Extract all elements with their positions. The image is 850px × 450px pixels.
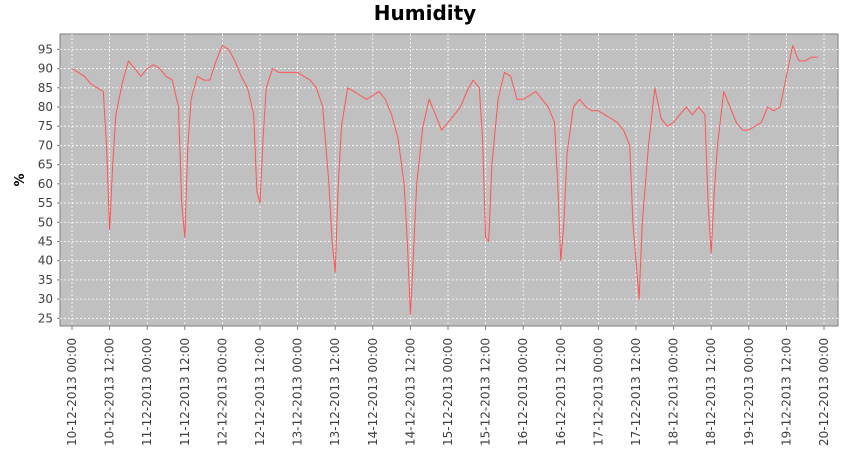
y-tick-label: 85 [38,81,53,95]
x-tick-label: 14-12-2013 12:00 [403,338,417,446]
y-tick-label: 30 [38,292,53,306]
y-axis-label: % [13,173,28,186]
y-tick-label: 95 [38,42,53,56]
x-tick-label: 13-12-2013 12:00 [328,338,342,446]
series-layer [71,45,818,315]
y-tick-label: 50 [38,215,53,229]
y-tick-label: 75 [38,119,53,133]
y-tick-label: 70 [38,138,53,152]
x-tick-label: 18-12-2013 00:00 [667,338,681,446]
axis-layer: 25 30 35 40 45 50 55 60 65 70 75 80 85 90 95 10-12-2013… [38,42,831,446]
y-tick-label: 25 [38,311,53,325]
x-tick-label: 11-12-2013 00:00 [140,338,154,446]
x-tick-label: 15-12-2013 00:00 [441,338,455,446]
x-tick-label: 14-12-2013 00:00 [366,338,380,446]
humidity-series-line [71,45,818,315]
plot-area [59,33,839,327]
x-tick-label: 19-12-2013 00:00 [742,338,756,446]
x-tick-label: 19-12-2013 12:00 [779,338,793,446]
x-tick-label: 16-12-2013 00:00 [516,338,530,446]
y-tick-label: 35 [38,273,53,287]
chart-title: Humidity [374,1,476,25]
x-tick-label: 12-12-2013 12:00 [253,338,267,446]
y-tick-label: 80 [38,100,53,114]
x-tick-label: 17-12-2013 00:00 [591,338,605,446]
y-tick-label: 45 [38,234,53,248]
y-tick-label: 40 [38,254,53,268]
y-tick-label: 55 [38,196,53,210]
x-tick-label: 11-12-2013 12:00 [178,338,192,446]
x-tick-label: 15-12-2013 12:00 [479,338,493,446]
x-tick-label: 20-12-2013 00:00 [817,338,831,446]
x-tick-label: 13-12-2013 00:00 [291,338,305,446]
x-tick-label: 12-12-2013 00:00 [215,338,229,446]
x-tick-label: 17-12-2013 12:00 [629,338,643,446]
x-tick-label: 18-12-2013 12:00 [704,338,718,446]
y-tick-label: 90 [38,62,53,76]
y-tick-label: 65 [38,158,53,172]
y-tick-label: 60 [38,177,53,191]
x-tick-label: 16-12-2013 12:00 [554,338,568,446]
x-tick-label: 10-12-2013 00:00 [65,338,79,446]
x-tick-label: 10-12-2013 12:00 [103,338,117,446]
